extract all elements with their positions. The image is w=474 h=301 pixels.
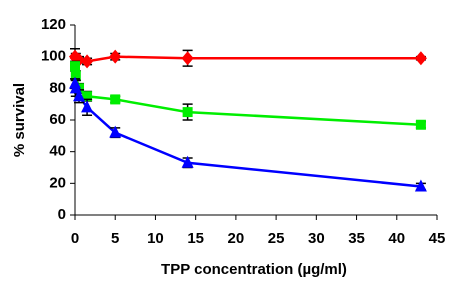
x-tick-label: 0 [71,230,79,247]
y-tick-label: 40 [49,143,66,160]
point [73,89,86,102]
series-line [73,55,421,63]
y-tick-label: 80 [49,79,66,96]
point [182,107,193,118]
series-line [73,83,422,188]
x-tick-label: 35 [348,230,365,247]
point [109,49,122,64]
point [414,51,427,66]
x-tick-label: 15 [187,230,204,247]
series-line [73,66,421,126]
x-tick-label: 45 [429,230,446,247]
point [81,54,94,69]
x-tick-label: 10 [147,230,164,247]
point [414,179,427,192]
point [181,155,194,168]
point [73,52,86,67]
x-tick-label: 25 [268,230,285,247]
y-axis-label: % survival [11,83,28,157]
point [109,125,122,138]
point [81,100,94,113]
y-tick-label: 20 [49,174,66,191]
point [70,61,80,72]
point [181,51,194,66]
y-tick-label: 120 [41,16,66,33]
y-tick-label: 0 [58,206,66,223]
y-tick-label: 100 [41,48,66,65]
y-tick-label: 60 [49,111,66,128]
x-tick-label: 40 [388,230,405,247]
x-axis-label: TPP concentration (µg/ml) [161,261,347,278]
point [110,94,121,105]
point [415,119,426,130]
x-tick-label: 20 [228,230,245,247]
point [69,76,81,89]
x-tick-label: 30 [308,230,325,247]
x-tick-label: 5 [111,230,119,247]
